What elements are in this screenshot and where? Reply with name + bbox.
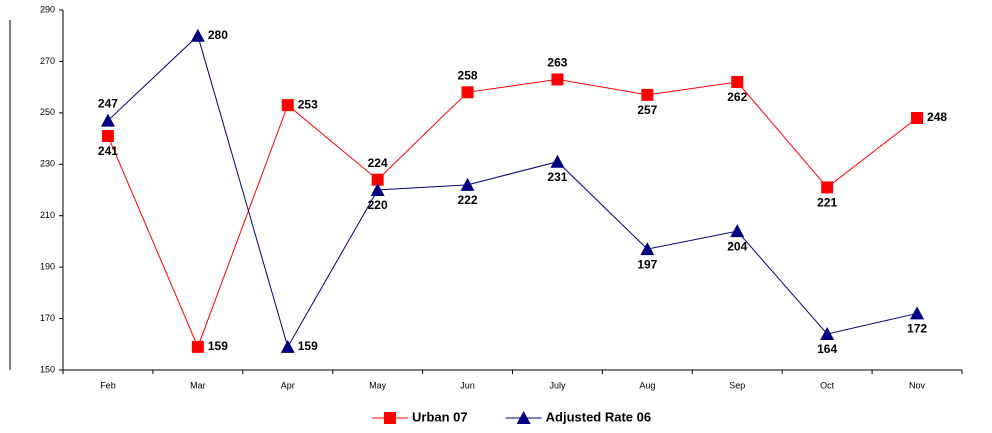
value-label: 247 [98,97,118,111]
value-label: 263 [547,56,567,70]
point [820,327,835,340]
x-tick-label: Feb [100,380,116,390]
point [641,88,654,101]
series-line [107,34,918,349]
y-tick-label: 190 [40,262,55,272]
point [191,340,204,353]
value-label: 221 [817,196,837,210]
value-label: 224 [368,156,388,170]
x-tick-label: Apr [281,380,295,390]
value-label: 241 [98,144,118,158]
legend-marker [384,412,396,424]
value-label: 159 [298,339,318,353]
point [100,113,115,127]
point [550,154,565,168]
point [910,306,925,320]
value-label: 262 [727,90,747,104]
x-tick-label: Oct [820,380,835,390]
x-tick-label: Aug [639,380,655,390]
value-label: 164 [817,342,837,356]
value-label: 258 [458,68,478,82]
point [371,173,384,186]
y-tick-label: 230 [40,159,55,169]
legend-label: Adjusted Rate 06 [546,409,651,424]
value-label: 257 [637,103,657,117]
point [551,73,564,86]
point [821,181,834,194]
value-label: 222 [458,193,478,207]
point [101,130,114,142]
legend-label: Urban 07 [412,409,468,424]
y-tick-label: 170 [40,313,55,323]
point [911,112,924,124]
point [731,76,744,88]
point [460,177,475,191]
y-tick-label: 210 [40,210,55,220]
series-line [107,78,918,349]
point [280,339,295,353]
point [370,183,385,196]
point [461,86,474,99]
y-tick-label: 150 [40,364,55,374]
value-label: 231 [547,170,567,184]
x-tick-label: Jun [460,380,475,390]
point [730,224,745,238]
value-label: 172 [907,322,927,336]
legend-marker [516,411,531,424]
x-tick-label: Sep [729,380,745,390]
value-label: 280 [208,28,228,42]
point [640,242,655,256]
value-label: 204 [727,239,747,253]
y-tick-label: 270 [40,56,55,66]
y-tick-label: 290 [40,4,55,14]
point [190,28,205,42]
value-label: 253 [298,97,318,111]
value-label: 220 [368,198,388,212]
y-tick-label: 250 [40,107,55,117]
x-tick-label: July [549,380,566,390]
value-label: 197 [637,257,657,271]
point [281,99,294,112]
value-label: 159 [208,339,228,353]
x-tick-label: Nov [909,380,926,390]
x-tick-label: Mar [190,380,206,390]
x-tick-label: May [369,380,387,390]
value-label: 248 [927,110,947,124]
